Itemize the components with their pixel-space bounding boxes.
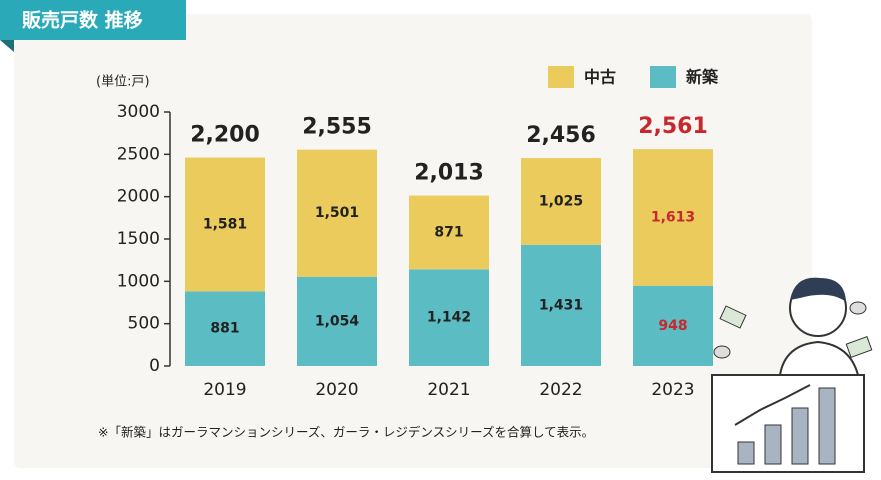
y-tick-label: 2500 bbox=[117, 144, 160, 164]
bar-segment bbox=[297, 149, 377, 277]
x-tick-label: 2022 bbox=[539, 380, 582, 400]
illustration bbox=[711, 277, 873, 473]
value-label: 948 bbox=[658, 318, 687, 334]
total-label: 2,555 bbox=[302, 115, 372, 140]
bar-segment bbox=[633, 285, 713, 366]
bar-segment bbox=[409, 269, 489, 366]
total-label: 2,013 bbox=[414, 161, 484, 186]
unit-label: (単位:戸) bbox=[96, 74, 150, 90]
tab-fold bbox=[0, 40, 14, 52]
total-label: 2,561 bbox=[638, 114, 708, 139]
bar-segment bbox=[409, 195, 489, 270]
x-tick-label: 2023 bbox=[651, 380, 694, 400]
bar-segment bbox=[185, 291, 265, 366]
x-tick-label: 2021 bbox=[427, 380, 470, 400]
x-tick-label: 2020 bbox=[315, 380, 358, 400]
note: ※「新築」はガーラマンションシリーズ、ガーラ・レジデンスシリーズを合算して表示。 bbox=[98, 425, 594, 440]
chart-title: 販売戸数 推移 bbox=[22, 9, 143, 32]
y-tick-label: 1000 bbox=[117, 271, 160, 291]
value-label: 1,431 bbox=[539, 297, 583, 313]
value-label: 1,054 bbox=[315, 313, 360, 329]
value-label: 1,025 bbox=[539, 193, 583, 209]
total-label: 2,456 bbox=[526, 123, 596, 148]
legend-swatch bbox=[650, 66, 676, 88]
bar-segment bbox=[185, 157, 265, 292]
y-tick-label: 3000 bbox=[117, 102, 160, 122]
value-label: 1,501 bbox=[315, 205, 359, 221]
value-label: 1,142 bbox=[427, 310, 471, 326]
bar-segment bbox=[633, 149, 713, 286]
value-label: 881 bbox=[210, 321, 239, 337]
y-tick-label: 1500 bbox=[117, 229, 160, 249]
x-tick-label: 2019 bbox=[203, 380, 246, 400]
legend-label: 中古 bbox=[584, 68, 616, 87]
value-label: 1,581 bbox=[203, 216, 247, 232]
bar-segment bbox=[521, 244, 601, 366]
title-tab bbox=[0, 0, 186, 40]
value-label: 1,613 bbox=[651, 209, 695, 225]
legend-label: 新築 bbox=[686, 68, 719, 87]
y-tick-label: 2000 bbox=[117, 187, 160, 207]
bar-segment bbox=[521, 158, 601, 245]
legend-swatch bbox=[548, 66, 574, 88]
y-tick-label: 0 bbox=[149, 356, 160, 376]
total-label: 2,200 bbox=[190, 123, 260, 148]
value-label: 871 bbox=[434, 224, 463, 240]
bar-segment bbox=[297, 276, 377, 366]
y-tick-label: 500 bbox=[128, 314, 160, 334]
